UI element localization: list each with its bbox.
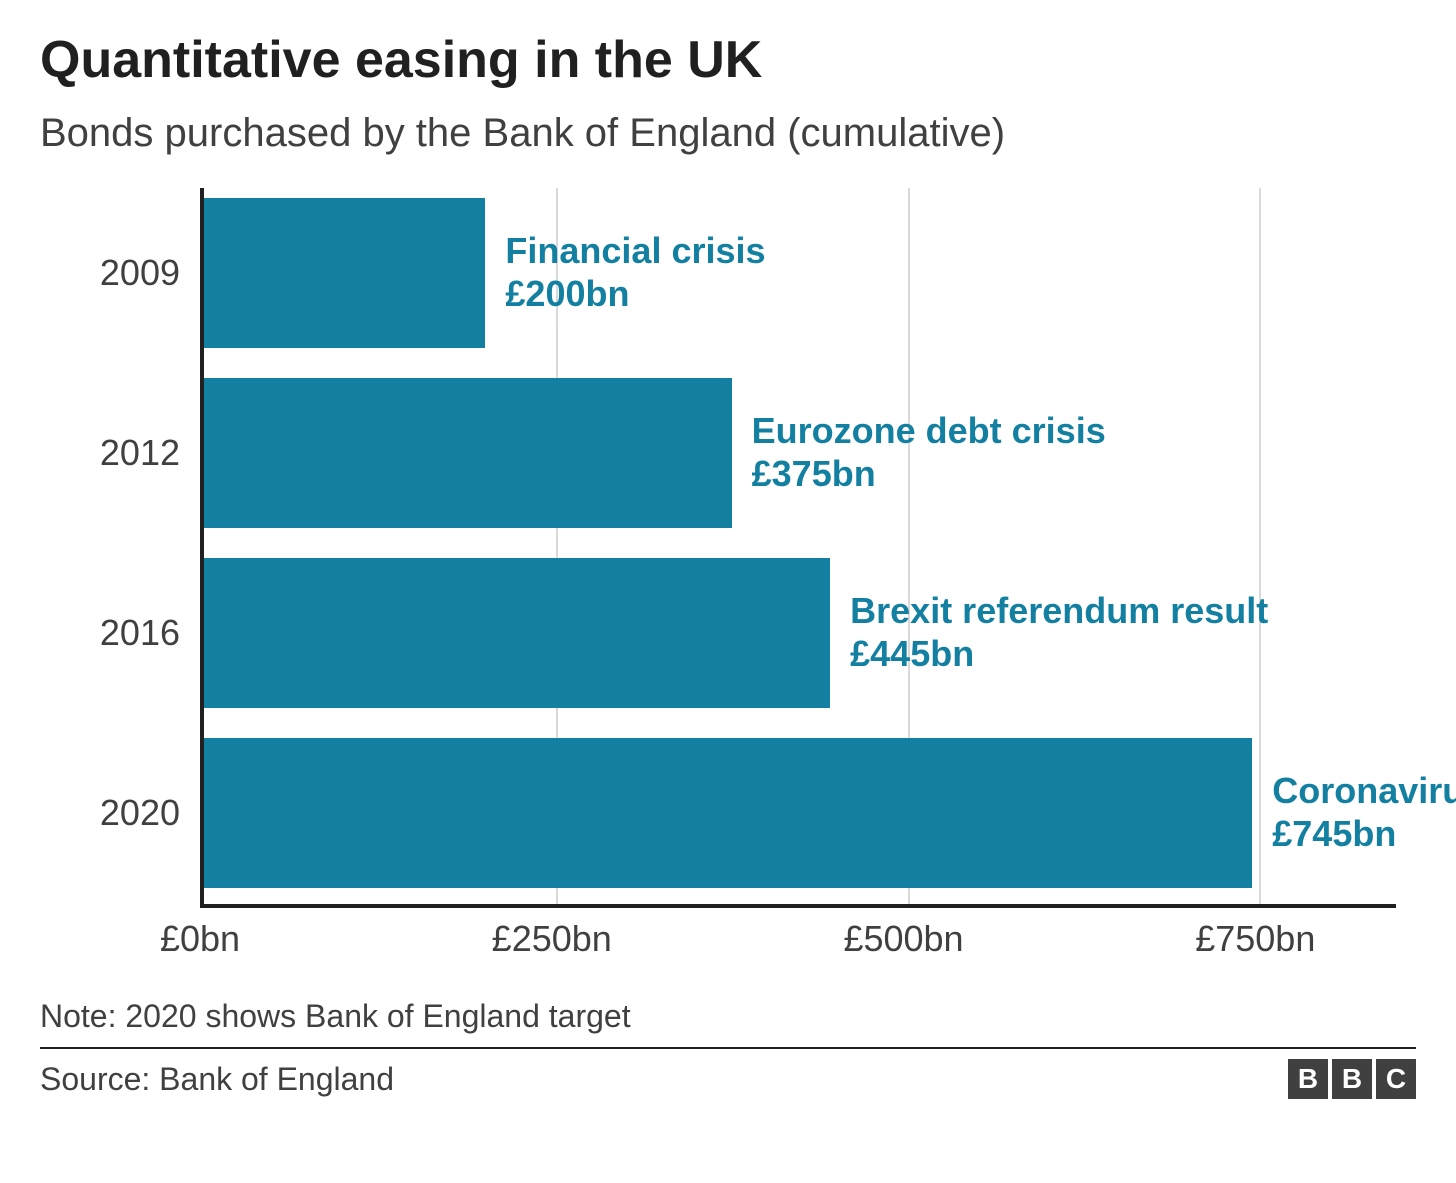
- bar-event: Brexit referendum result: [850, 590, 1268, 631]
- plot-area: Financial crisis£200bn Eurozone debt cris…: [200, 188, 1396, 908]
- x-tick-label: £750bn: [1195, 918, 1315, 960]
- bbc-logo-letter: B: [1332, 1059, 1372, 1099]
- chart-footer: Note: 2020 shows Bank of England target …: [40, 998, 1416, 1099]
- source-row: Source: Bank of England BBC: [40, 1049, 1416, 1099]
- bar: [204, 558, 830, 708]
- chart-title: Quantitative easing in the UK: [40, 30, 1416, 90]
- bar: [204, 738, 1252, 888]
- chart-note: Note: 2020 shows Bank of England target: [40, 998, 1416, 1049]
- bar-event: Eurozone debt crisis: [752, 410, 1106, 451]
- gridline: [1259, 188, 1261, 904]
- x-tick-label: £0bn: [160, 918, 240, 960]
- x-tick-label: £500bn: [843, 918, 963, 960]
- chart-source: Source: Bank of England: [40, 1061, 394, 1098]
- bar: [204, 198, 485, 348]
- bar-amount: £445bn: [850, 633, 974, 674]
- bar-label: Financial crisis£200bn: [505, 229, 765, 315]
- chart-area: 2009 2012 2016 2020 Financial crisis£200bn E…: [60, 188, 1396, 968]
- bbc-logo-letter: C: [1376, 1059, 1416, 1099]
- x-axis-ticks: £0bn£250bn£500bn£750bn: [200, 918, 1396, 968]
- y-tick-label: 2009: [100, 252, 180, 294]
- y-axis-labels: 2009 2012 2016 2020: [60, 188, 200, 908]
- y-tick-label: 2012: [100, 432, 180, 474]
- bar-amount: £200bn: [505, 273, 629, 314]
- bbc-logo: BBC: [1288, 1059, 1416, 1099]
- bar-event: Coronavirus pandemic: [1272, 770, 1456, 811]
- bar-amount: £375bn: [752, 453, 876, 494]
- chart-subtitle: Bonds purchased by the Bank of England (…: [40, 108, 1416, 158]
- bar-event: Financial crisis: [505, 230, 765, 271]
- bar: [204, 378, 732, 528]
- bar-label: Brexit referendum result£445bn: [850, 589, 1268, 675]
- bbc-logo-letter: B: [1288, 1059, 1328, 1099]
- y-tick-label: 2016: [100, 612, 180, 654]
- bar-label: Eurozone debt crisis£375bn: [752, 409, 1106, 495]
- bar-amount: £745bn: [1272, 813, 1396, 854]
- x-tick-label: £250bn: [492, 918, 612, 960]
- y-tick-label: 2020: [100, 792, 180, 834]
- bar-label: Coronavirus pandemic£745bn: [1272, 769, 1456, 855]
